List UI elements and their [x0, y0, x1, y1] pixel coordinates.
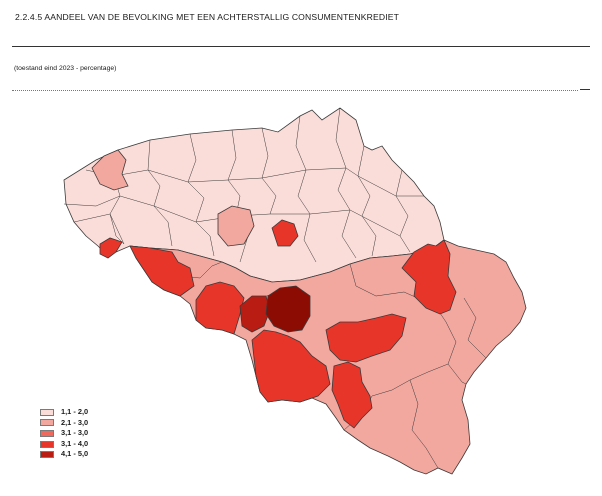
legend-item: 3,1 - 4,0 [40, 439, 88, 450]
legend-item: 1,1 - 2,0 [40, 407, 88, 418]
district-verviers[interactable] [401, 239, 457, 315]
border-line [463, 297, 487, 359]
legend-swatch [40, 429, 54, 437]
legend-label: 1,1 - 2,0 [61, 407, 89, 416]
district-mouscron-tournai[interactable] [129, 245, 195, 297]
legend-label: 3,1 - 3,0 [61, 428, 89, 438]
rule-end-mark [580, 89, 590, 90]
district-dinant[interactable] [331, 361, 373, 429]
border-line [395, 169, 411, 253]
border-line [187, 133, 215, 257]
border-line [63, 195, 401, 237]
page-title: 2.2.4.5 AANDEEL VAN DE BEVOLKING MET EEN… [15, 12, 400, 22]
legend-swatch [40, 440, 54, 448]
border-line [85, 167, 424, 197]
district-soignies[interactable] [239, 295, 271, 333]
district-mons[interactable] [195, 281, 245, 335]
border-line [295, 115, 317, 263]
legend-swatch [40, 408, 54, 416]
region-flanders[interactable] [63, 107, 445, 283]
legend-item: 3,1 - 3,0 [40, 428, 88, 439]
border-line [335, 107, 357, 259]
legend-swatch [40, 419, 54, 427]
legend-label: 2,1 - 3,0 [61, 417, 89, 427]
district-namur[interactable] [325, 313, 407, 363]
subtitle: (toestand eind 2023 - percentage) [14, 65, 117, 72]
legend: 1,1 - 2,0 2,1 - 3,0 3,1 - 3,0 3,1 - 4,0 … [40, 407, 88, 460]
legend-label: 4,1 - 5,0 [61, 449, 89, 459]
border-line [73, 213, 125, 245]
district-thuin[interactable] [251, 329, 331, 403]
legend-item: 2,1 - 3,0 [40, 418, 88, 429]
border-line [357, 145, 377, 257]
district-brussels[interactable] [271, 219, 299, 247]
border-line [147, 139, 173, 247]
legend-swatch [40, 451, 54, 459]
border-line [409, 379, 439, 469]
district-charleroi[interactable] [265, 285, 311, 333]
dotted-rule [12, 90, 578, 91]
legend-label: 3,1 - 4,0 [61, 438, 89, 448]
district-kortrijk[interactable] [99, 237, 123, 259]
top-rule [12, 46, 590, 47]
highlight-districts [91, 149, 457, 429]
district-leuven-center[interactable] [217, 205, 255, 247]
legend-item: 4,1 - 5,0 [40, 449, 88, 460]
district-ieper[interactable] [91, 149, 129, 191]
